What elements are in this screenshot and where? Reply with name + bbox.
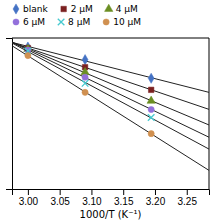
fit-line [12, 41, 209, 139]
fit-line [12, 41, 209, 150]
fit-line [12, 41, 209, 127]
x-tick-label: 3.15 [114, 196, 134, 207]
fit-line [12, 44, 209, 173]
x-axis-title: 1000/T (K⁻¹) [80, 209, 142, 220]
point [82, 89, 88, 95]
point [148, 87, 153, 92]
legend-symbol [105, 4, 113, 11]
x-tick-mark [155, 189, 156, 195]
legend-label: 2 μM [71, 4, 93, 14]
legend-symbol [61, 6, 66, 11]
chart: 3.00 3.05 3.10 3.15 3.20 3.25 1000/T (K⁻¹) blan… [0, 0, 223, 223]
legend-label: 8 μM [68, 17, 90, 27]
legend-label: 4 μM [116, 4, 138, 14]
x-axis-line [13, 190, 210, 196]
x-tick-mark [91, 189, 92, 195]
plot-frame [12, 38, 209, 189]
fit-line [12, 42, 209, 94]
legend-item: 4 μM [105, 4, 138, 14]
point [148, 106, 154, 112]
legend-symbol [13, 19, 19, 25]
x-tick-mark [187, 189, 188, 195]
legend-item: 8 μM [58, 17, 90, 27]
x-tick: 3.15 [114, 189, 134, 207]
legend-item: 6 μM [13, 17, 45, 27]
point [148, 131, 154, 137]
x-axis: 3.00 3.05 3.10 3.15 3.20 3.25 [13, 189, 210, 207]
point [81, 67, 89, 74]
x-tick-mark [123, 189, 124, 195]
legend-item: 10 μM [103, 17, 141, 27]
x-tick-label: 3.00 [19, 196, 39, 207]
x-tick-label: 3.25 [178, 196, 198, 207]
y-axis-line [6, 39, 13, 190]
x-tick: 3.20 [146, 189, 166, 207]
x-tick: 3.25 [178, 189, 198, 207]
legend-symbol [13, 4, 19, 14]
point [82, 74, 88, 80]
x-tick: 3.05 [50, 189, 70, 207]
x-tick-label: 3.05 [50, 196, 70, 207]
point [82, 55, 88, 65]
legend-label: 10 μM [113, 17, 141, 27]
y-axis [6, 39, 13, 190]
point [25, 53, 31, 59]
x-tick-mark [60, 189, 61, 195]
legend-item: 2 μM [61, 4, 93, 14]
legend-label: 6 μM [23, 17, 45, 27]
fit-line [12, 42, 209, 111]
legend-label: blank [23, 4, 48, 14]
x-tick: 3.00 [19, 189, 39, 207]
point [148, 73, 154, 83]
legend-symbol [58, 19, 65, 26]
x-tick-mark [28, 189, 29, 195]
x-tick: 3.10 [82, 189, 102, 207]
point [148, 114, 155, 121]
legend-symbol [103, 19, 109, 25]
point [82, 80, 89, 87]
point [147, 96, 155, 103]
x-tick-label: 3.20 [146, 196, 166, 207]
legend-item: blank [13, 4, 48, 14]
plot-area [12, 41, 209, 173]
x-tick-label: 3.10 [82, 196, 102, 207]
legend: blank 2 μM 4 μM 6 μM 8 μM 10 μM [13, 4, 141, 27]
